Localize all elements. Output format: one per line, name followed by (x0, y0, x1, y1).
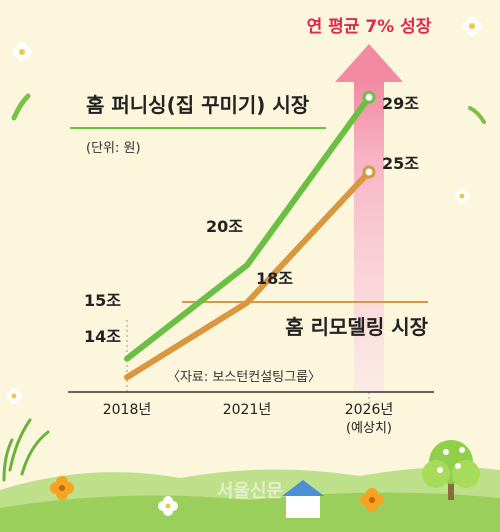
source-note: 〈자료: 보스턴컨설팅그룹〉 (167, 370, 321, 385)
data-label-home-furnishing-2026: 29조 (382, 94, 419, 113)
flower-icon (12, 42, 32, 62)
flower-icon (158, 496, 178, 516)
flower-icon (454, 188, 470, 204)
flower-icon (50, 476, 74, 500)
data-label-home-remodeling-2021: 18조 (256, 269, 293, 288)
series-line-home-furnishing (124, 94, 372, 362)
house-icon (282, 480, 324, 518)
flower-icon (6, 388, 22, 404)
growth-arrow (335, 44, 403, 392)
watermark: 서울신문 (217, 481, 283, 502)
data-label-home-remodeling-2018: 14조 (84, 327, 121, 346)
x-tick-label-2018: 2018년 (103, 402, 152, 418)
x-tick-label-2021: 2021년 (223, 402, 272, 418)
unit-note: (단위: 원) (86, 141, 141, 156)
end-marker-home-remodeling (362, 165, 376, 179)
legend-label-home-remodeling: 홈 리모델링 시장 (285, 315, 428, 339)
legend-label-home-furnishing: 홈 퍼니싱(집 꾸미기) 시장 (86, 93, 310, 117)
tree-icon (422, 440, 480, 500)
x-tick-label-2026: 2026년 (345, 402, 394, 418)
series-line-home-remodeling (124, 169, 372, 381)
background-decoration: 서울신문 (0, 16, 500, 532)
data-label-home-furnishing-2018: 15조 (84, 291, 121, 310)
data-label-home-remodeling-2026: 25조 (382, 154, 419, 173)
grass-icon (2, 418, 50, 482)
end-marker-home-furnishing (362, 90, 376, 104)
flower-icon (360, 488, 384, 512)
growth-note: 연 평균 7% 성장 (307, 17, 432, 37)
sprout-icon (468, 106, 486, 124)
forecast-note: (예상치) (346, 421, 392, 436)
data-label-home-furnishing-2021: 20조 (206, 217, 243, 236)
flower-icon (462, 16, 482, 36)
sprout-icon (11, 93, 31, 121)
